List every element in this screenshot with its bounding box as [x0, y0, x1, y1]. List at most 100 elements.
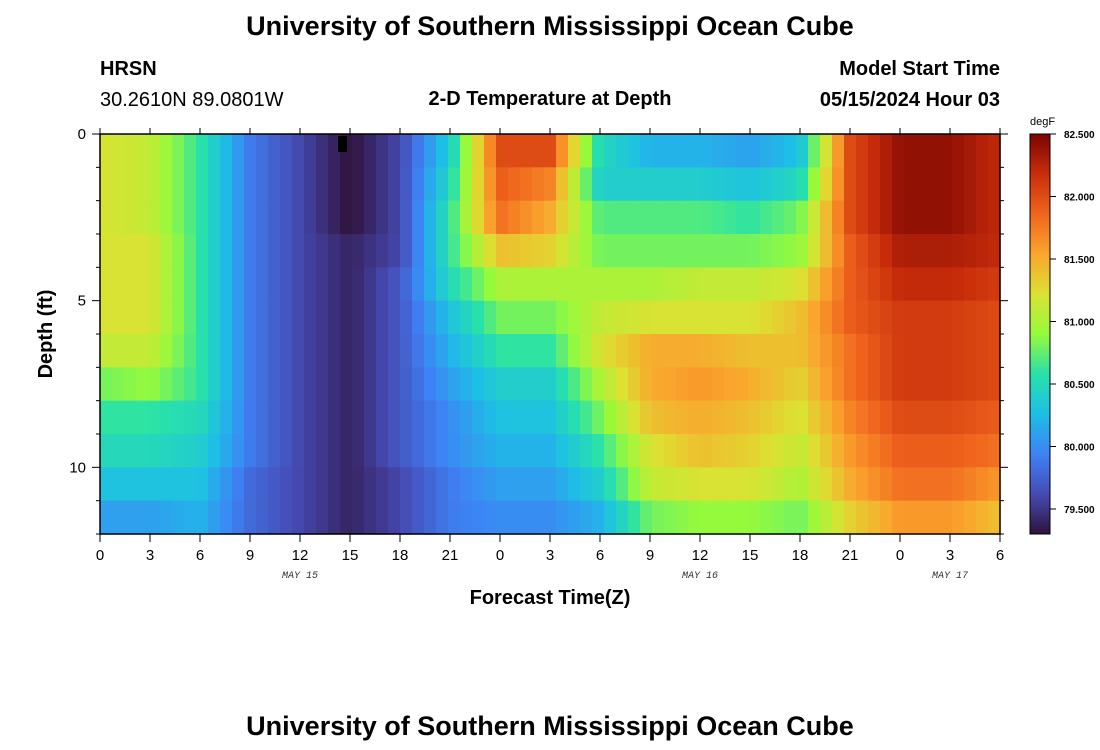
heatmap-cell: [748, 300, 761, 335]
heatmap-cell: [352, 434, 365, 468]
heatmap-cell: [352, 134, 365, 168]
heatmap-cell: [616, 400, 629, 435]
y-tick-label: 10: [69, 459, 86, 476]
heatmap-cell: [736, 467, 749, 502]
heatmap-cell: [160, 334, 173, 368]
heatmap-cell: [376, 500, 389, 535]
heatmap-cell: [244, 467, 257, 502]
heatmap-cell: [688, 234, 701, 268]
heatmap-cell: [316, 467, 329, 502]
heatmap-cell: [496, 300, 509, 335]
heatmap-cell: [364, 134, 377, 168]
heatmap-cell: [592, 200, 605, 235]
heatmap-cell: [736, 400, 749, 435]
heatmap-cell: [544, 234, 557, 268]
heatmap-cell: [604, 200, 617, 235]
heatmap-cell: [592, 300, 605, 335]
heatmap-cell: [460, 334, 473, 368]
heatmap-cell: [436, 334, 449, 368]
heatmap-cell: [688, 367, 701, 402]
x-tick-label: 0: [96, 547, 104, 564]
heatmap-cell: [184, 234, 197, 268]
heatmap-cell: [904, 500, 917, 535]
heatmap-cell: [868, 267, 881, 302]
heatmap-cell: [472, 500, 485, 535]
heatmap-cell: [724, 367, 737, 402]
heatmap-cell: [592, 234, 605, 268]
heatmap-cell: [988, 200, 1001, 235]
heatmap-cell: [172, 200, 185, 235]
colorbar-tick-label: 80.000: [1064, 443, 1095, 454]
heatmap-cell: [856, 367, 869, 402]
heatmap-cell: [712, 267, 725, 302]
heatmap-cell: [124, 500, 137, 535]
heatmap-cell: [112, 134, 125, 168]
heatmap-cell: [328, 500, 341, 535]
heatmap-cell: [652, 334, 665, 368]
heatmap-cell: [148, 267, 161, 302]
heatmap-cell: [580, 234, 593, 268]
heatmap-cell: [688, 434, 701, 468]
heatmap-cell: [568, 434, 581, 468]
heatmap-cell: [232, 134, 245, 168]
heatmap-cell: [628, 434, 641, 468]
heatmap-cell: [724, 400, 737, 435]
heatmap-cell: [664, 234, 677, 268]
heatmap-cell: [400, 300, 413, 335]
heatmap-cell: [460, 434, 473, 468]
heatmap-cell: [232, 434, 245, 468]
heatmap-cell: [832, 400, 845, 435]
heatmap-cell: [496, 267, 509, 302]
heatmap-cell: [808, 267, 821, 302]
heatmap-cell: [220, 234, 233, 268]
heatmap-cell: [700, 334, 713, 368]
heatmap-cell: [220, 267, 233, 302]
heatmap-cell: [208, 267, 221, 302]
heatmap-cell: [124, 234, 137, 268]
heatmap-cell: [220, 434, 233, 468]
heatmap-cell: [784, 500, 797, 535]
heatmap-cell: [376, 234, 389, 268]
heatmap-cell: [484, 234, 497, 268]
heatmap-cell: [112, 434, 125, 468]
heatmap-cell: [304, 300, 317, 335]
heatmap-cell: [328, 334, 341, 368]
heatmap-cell: [652, 500, 665, 535]
heatmap-cell: [616, 467, 629, 502]
heatmap-cell: [304, 500, 317, 535]
heatmap-cell: [448, 200, 461, 235]
heatmap-cell: [220, 367, 233, 402]
heatmap-cell: [736, 200, 749, 235]
heatmap-cell: [976, 334, 989, 368]
heatmap-cell: [568, 400, 581, 435]
heatmap-cell: [472, 367, 485, 402]
heatmap-cell: [712, 434, 725, 468]
heatmap-cell: [736, 434, 749, 468]
heatmap-cell: [400, 400, 413, 435]
heatmap-cell: [160, 300, 173, 335]
heatmap-cell: [844, 200, 857, 235]
heatmap-cell: [544, 134, 557, 168]
heatmap-cell: [832, 434, 845, 468]
heatmap-cell: [796, 200, 809, 235]
heatmap-cell: [760, 434, 773, 468]
heatmap-cell: [688, 167, 701, 202]
heatmap-cell: [340, 400, 353, 435]
heatmap-cell: [268, 300, 281, 335]
heatmap-cell: [868, 234, 881, 268]
x-tick-label: 6: [596, 547, 604, 564]
heatmap-cell: [640, 167, 653, 202]
heatmap-cell: [244, 167, 257, 202]
heatmap-cell: [364, 300, 377, 335]
heatmap-cell: [832, 200, 845, 235]
heatmap-cell: [580, 167, 593, 202]
heatmap-cell: [808, 467, 821, 502]
heatmap-cell: [304, 200, 317, 235]
heatmap-cell: [412, 300, 425, 335]
heatmap-cell: [244, 334, 257, 368]
heatmap-cell: [820, 134, 833, 168]
heatmap-cell: [724, 334, 737, 368]
heatmap-cell: [628, 267, 641, 302]
heatmap-cell: [484, 267, 497, 302]
heatmap-cell: [100, 467, 113, 502]
